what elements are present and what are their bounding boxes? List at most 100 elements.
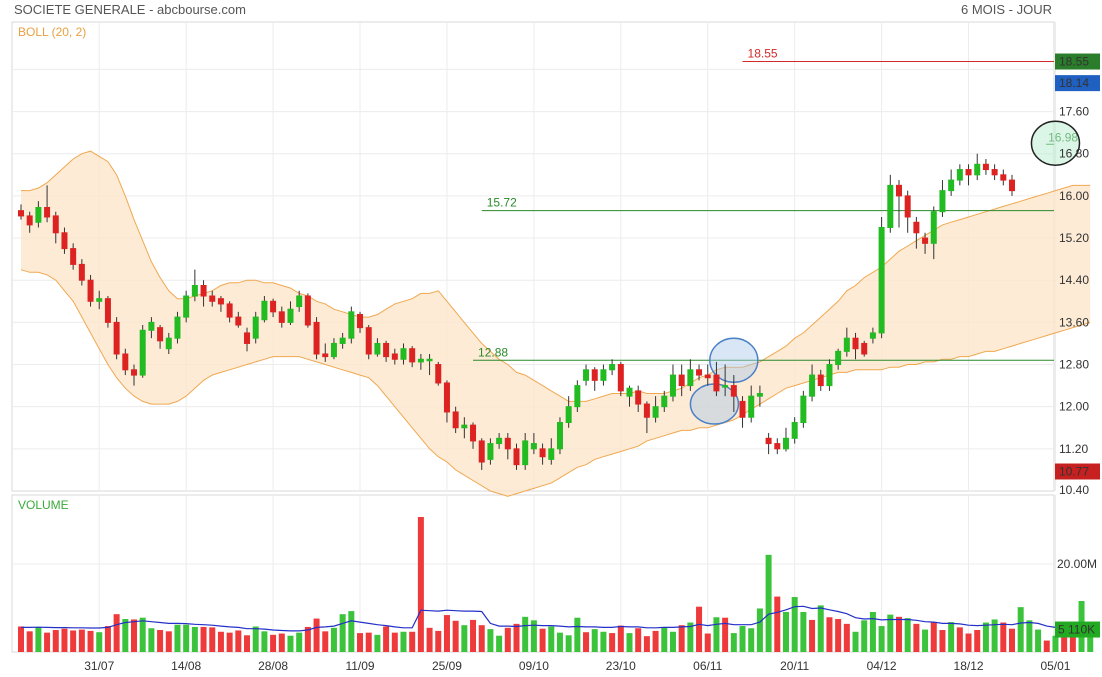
volume-bar: [391, 632, 398, 652]
candle-body: [374, 342, 381, 355]
volume-bar: [722, 617, 729, 652]
volume-bar: [244, 635, 251, 652]
candle-body: [304, 295, 311, 326]
volume-bar: [131, 619, 138, 652]
volume-bar: [974, 630, 981, 652]
candle-body: [835, 350, 842, 366]
volume-bar: [87, 630, 94, 652]
candle-body: [748, 395, 755, 418]
candle-body: [574, 385, 581, 408]
candle-body: [87, 279, 94, 302]
candle-body: [139, 329, 146, 376]
price-tag-label: 18.55: [1059, 55, 1089, 69]
candle-body: [435, 364, 442, 384]
price-tick-label: 12.80: [1059, 358, 1089, 372]
volume-bar: [313, 618, 320, 652]
candle-body: [522, 440, 529, 466]
price-tag: [1055, 463, 1100, 480]
candle-body: [443, 382, 450, 413]
candle-body: [852, 337, 859, 350]
volume-bar: [617, 625, 624, 652]
volume-bar: [748, 628, 755, 652]
level-line-label: 12.88: [478, 345, 508, 359]
volume-bar: [104, 626, 111, 652]
candle-body: [565, 406, 572, 423]
price-tag: [1055, 75, 1100, 92]
candle-body: [78, 263, 85, 281]
date-tick-label: 25/09: [432, 659, 462, 673]
volume-bar: [713, 617, 720, 652]
volume-bar: [704, 633, 711, 652]
date-tick-label: 31/07: [84, 659, 114, 673]
candle-body: [513, 448, 520, 466]
volume-bar: [609, 633, 616, 652]
volume-bar: [895, 616, 902, 652]
candle-body: [930, 211, 937, 244]
volume-bar: [843, 623, 850, 652]
volume-bar: [687, 622, 694, 652]
volume-bar: [774, 596, 781, 652]
volume-bar: [1009, 628, 1015, 652]
volume-bar: [1052, 635, 1059, 652]
candle-body: [235, 316, 242, 326]
candle-body: [191, 284, 198, 297]
annotation-circles: [689, 120, 1081, 425]
candle-body: [704, 374, 711, 379]
candle-body: [113, 321, 120, 355]
candle-body: [956, 169, 963, 181]
volume-bar: [365, 632, 372, 652]
volume-bar: [730, 633, 737, 652]
candle-body: [165, 337, 172, 350]
volume-bar: [304, 626, 311, 652]
candle-body: [174, 316, 181, 339]
volume-tag: [1055, 621, 1100, 638]
volume-bar: [417, 517, 424, 652]
volume-bar: [209, 627, 216, 652]
candle-body: [417, 358, 424, 363]
volume-bar: [148, 628, 155, 652]
price-tick-label: 12.00: [1059, 400, 1089, 414]
candle-body: [270, 300, 277, 313]
volume-bar: [904, 618, 911, 652]
volume-bar: [435, 630, 442, 652]
volume-bar: [339, 614, 346, 652]
volume-bar: [261, 631, 268, 652]
candle-body: [131, 369, 138, 376]
volume-bar: [322, 631, 329, 652]
volume-bar: [583, 632, 590, 652]
candle-body: [730, 385, 737, 397]
volume-bar: [61, 628, 68, 652]
level-line-label: 15.72: [487, 196, 517, 210]
candle-body: [400, 348, 407, 360]
volume-legend: VOLUME: [18, 498, 69, 512]
volume-bar: [470, 619, 477, 652]
candle-body: [278, 311, 285, 323]
price-tick-label: 15.20: [1059, 231, 1089, 245]
volume-bar: [409, 631, 416, 652]
candle-body: [330, 342, 337, 358]
candle-body: [765, 437, 772, 445]
volume-bar: [809, 619, 816, 652]
candle-body: [643, 403, 650, 418]
candle-body: [209, 295, 216, 302]
volume-bar: [635, 628, 642, 652]
volume-bar: [556, 632, 563, 652]
volume-bar: [452, 620, 459, 652]
candle-body: [504, 437, 511, 450]
candle-body: [687, 369, 694, 387]
candle-body: [296, 295, 303, 308]
volume-bar: [922, 629, 929, 652]
candle-body: [583, 369, 590, 381]
volume-bar: [157, 630, 164, 652]
candle-body: [18, 210, 24, 217]
candle-body: [70, 248, 77, 265]
volume-moving-average: [21, 605, 1091, 632]
volume-bar: [669, 631, 676, 652]
price-tick-label: 11.20: [1059, 442, 1088, 456]
volume-tick-label: 20.00M: [1057, 557, 1097, 571]
volume-bar: [835, 619, 842, 652]
candle-body: [44, 206, 51, 218]
level-line-label: 18.55: [748, 47, 778, 61]
volume-bar: [330, 627, 337, 652]
